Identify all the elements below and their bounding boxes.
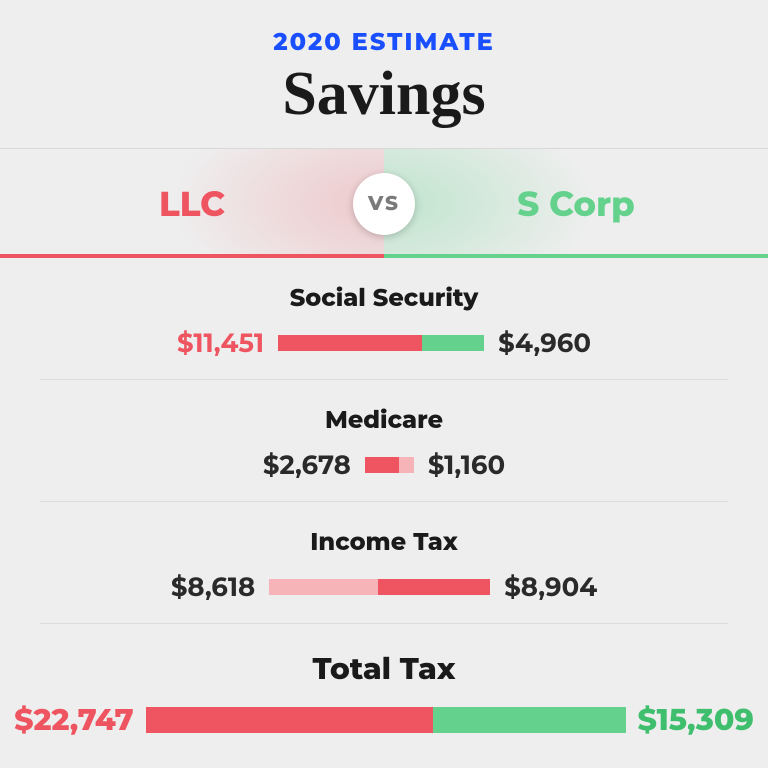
llc-label: LLC	[159, 183, 225, 225]
row-title: Total Tax	[40, 650, 728, 687]
savings-comparison-infographic: 2020 ESTIMATE Savings LLC S Corp VS Soci…	[0, 0, 768, 768]
bar-line: $2,678 $1,160	[40, 449, 728, 481]
scorp-bar	[433, 707, 626, 733]
llc-amount: $8,618	[171, 571, 255, 603]
vs-band: LLC S Corp VS	[0, 148, 768, 258]
scorp-amount: $4,960	[498, 327, 591, 359]
bars	[269, 579, 490, 595]
row-income-tax: Income Tax $8,618 $8,904	[40, 502, 728, 624]
bar-line: $11,451 $4,960	[40, 327, 728, 359]
scorp-bar	[422, 335, 484, 351]
comparison-rows: Social Security $11,451 $4,960 Medicare …	[0, 258, 768, 758]
row-title: Medicare	[40, 406, 728, 435]
llc-bar	[278, 335, 422, 351]
llc-amount: $11,451	[177, 327, 264, 359]
scorp-amount: $8,904	[504, 571, 597, 603]
row-title: Social Security	[40, 284, 728, 313]
row-total-tax: Total Tax $22,747 $15,309	[0, 624, 768, 758]
header: 2020 ESTIMATE Savings	[0, 0, 768, 148]
llc-amount: $22,747	[14, 701, 133, 738]
vs-left: LLC	[0, 149, 384, 258]
scorp-underline	[384, 254, 768, 258]
bar-line: $22,747 $15,309	[40, 701, 728, 738]
bars	[365, 457, 414, 473]
bars	[278, 335, 484, 351]
eyebrow-text: 2020 ESTIMATE	[0, 28, 768, 57]
page-title: Savings	[0, 59, 768, 130]
scorp-label: S Corp	[517, 183, 634, 225]
bars	[146, 707, 626, 733]
scorp-bar	[378, 579, 490, 595]
scorp-amount: $15,309	[638, 701, 754, 738]
row-social-security: Social Security $11,451 $4,960	[40, 258, 728, 380]
bar-line: $8,618 $8,904	[40, 571, 728, 603]
llc-bar	[146, 707, 433, 733]
vs-right: S Corp	[384, 149, 768, 258]
row-medicare: Medicare $2,678 $1,160	[40, 380, 728, 502]
scorp-bar	[399, 457, 414, 473]
scorp-amount: $1,160	[428, 449, 505, 481]
row-title: Income Tax	[40, 528, 728, 557]
llc-bar	[365, 457, 399, 473]
llc-amount: $2,678	[263, 449, 351, 481]
llc-bar	[269, 579, 378, 595]
vs-chip: VS	[353, 173, 415, 235]
llc-underline	[0, 254, 384, 258]
